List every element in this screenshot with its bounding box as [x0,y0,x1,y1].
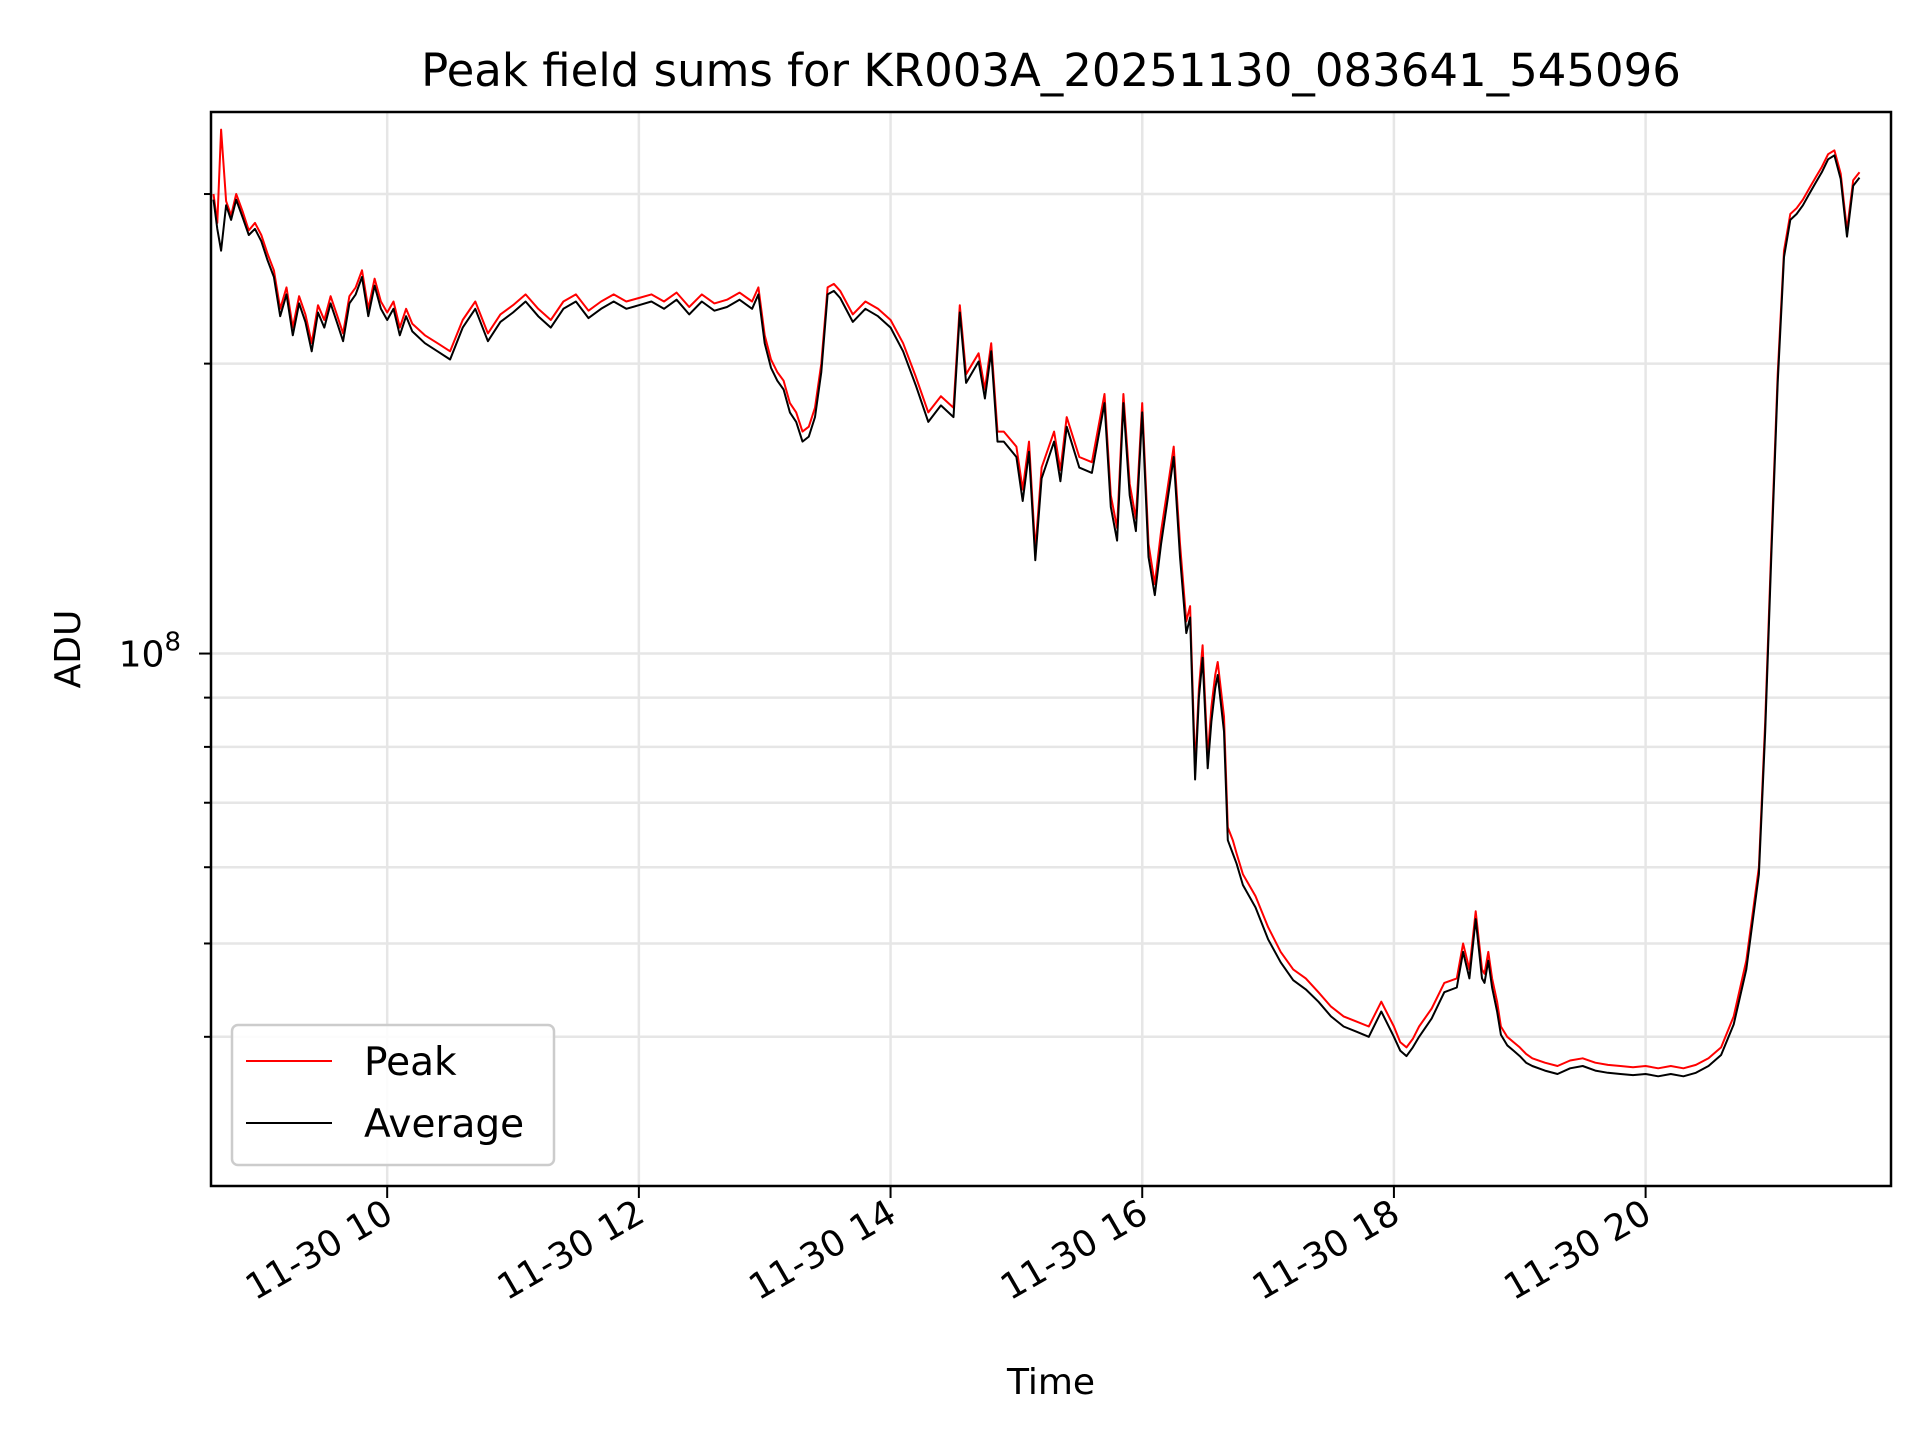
x-tick-label-0: 11-30 10 [239,1192,400,1308]
y-axis-label: ADU [48,610,89,689]
x-tick-label-1: 11-30 12 [491,1192,652,1308]
x-tick-label-2: 11-30 14 [742,1192,903,1308]
y-tick-label: 108 [119,628,181,676]
legend: Peak Average [230,1023,556,1167]
x-tick-label-3: 11-30 16 [994,1192,1155,1308]
legend-label-peak: Peak [364,1040,457,1085]
series-line-average [212,154,1861,1078]
x-tick-label-4: 11-30 18 [1246,1192,1407,1308]
x-axis-label: Time [1006,1362,1095,1403]
series-line-peak [212,128,1861,1070]
grid [211,112,1891,1186]
x-tick-label-5: 11-30 20 [1497,1192,1658,1308]
chart-title: Peak field sums for KR003A_20251130_0836… [421,44,1681,97]
series-lines [212,128,1861,1078]
legend-label-average: Average [364,1102,524,1147]
plot-frame [209,110,1893,1188]
